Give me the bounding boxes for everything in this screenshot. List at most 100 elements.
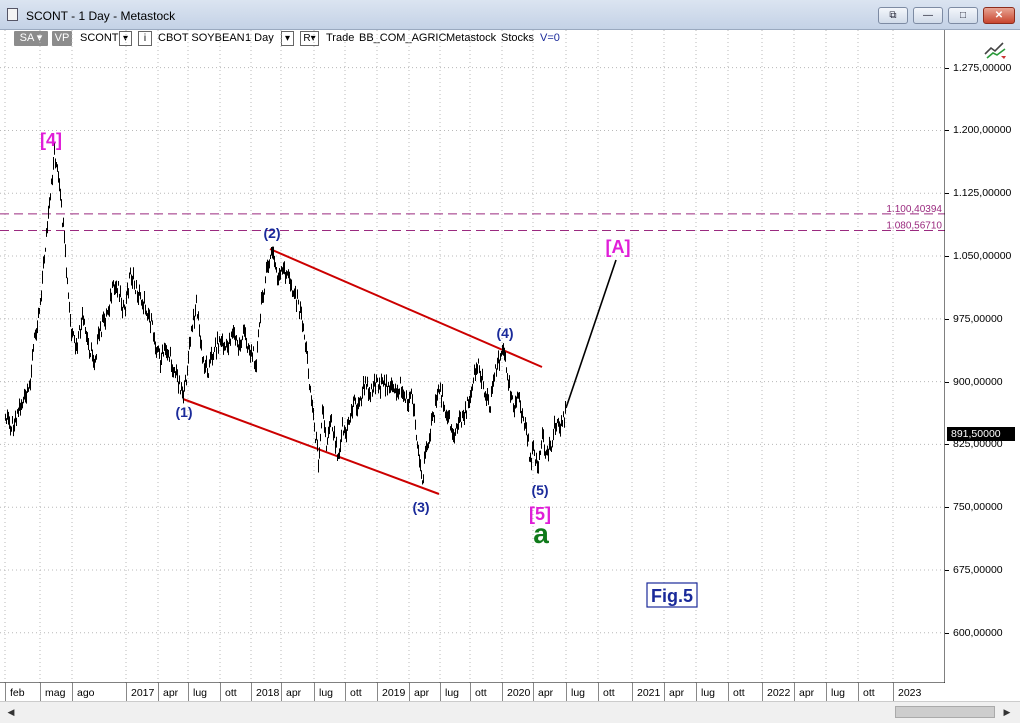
time-tick-label: 2022	[767, 687, 791, 699]
vp-button[interactable]: VP	[52, 31, 72, 46]
price-axis[interactable]: 1.275,00000 1.200,00000 1.125,00000 1.050,0…	[945, 30, 1020, 683]
price-tick-mark	[945, 130, 949, 132]
time-tick-mark	[533, 683, 534, 701]
level-label: 1.080,56710	[886, 220, 942, 231]
time-tick-label: lug	[193, 687, 208, 699]
price-tick-mark	[945, 318, 949, 320]
time-tick-mark	[826, 683, 827, 701]
time-tick-mark	[377, 683, 378, 701]
sa-label: SA	[19, 32, 34, 44]
time-tick-mark	[220, 683, 221, 701]
v-label: V=0	[540, 32, 560, 44]
time-tick-mark	[72, 683, 73, 701]
info-icon[interactable]: i	[138, 31, 152, 46]
time-tick-label: apr	[538, 687, 554, 699]
scroll-thumb[interactable]	[895, 706, 995, 718]
price-tick-mark	[945, 381, 949, 383]
period-label: 1 Day	[245, 32, 274, 44]
time-tick-mark	[598, 683, 599, 701]
time-tick-mark	[794, 683, 795, 701]
time-tick-label: 2018	[256, 687, 280, 699]
time-tick-label: lug	[701, 687, 716, 699]
price-tick-label: 600,00000	[953, 626, 1003, 639]
time-tick-mark	[502, 683, 503, 701]
time-tick-mark	[762, 683, 763, 701]
wave-5-label: (5)	[531, 482, 548, 498]
price-tick-label: 750,00000	[953, 501, 1003, 514]
level-lines: 1.100,40394 1.080,56710	[0, 204, 945, 231]
price-tick-label: 975,00000	[953, 312, 1003, 325]
scroll-left-icon[interactable]: ◀	[7, 707, 15, 717]
time-tick-mark	[440, 683, 441, 701]
close-button[interactable]: ✕	[983, 7, 1015, 24]
price-tick-mark	[945, 507, 949, 509]
wave-3-label: (3)	[412, 499, 429, 515]
level-label: 1.100,40394	[886, 204, 942, 215]
time-tick-label: apr	[286, 687, 302, 699]
time-tick-mark	[632, 683, 633, 701]
wave-A-target-label: [A]	[606, 237, 631, 257]
time-axis[interactable]: feb mag ago 2017 apr lug ott 2018 apr lug ott 2019 a…	[0, 683, 945, 701]
time-tick-mark	[40, 683, 41, 701]
maximize-button[interactable]: □	[948, 7, 978, 24]
time-tick-mark	[858, 683, 859, 701]
scroll-right-icon[interactable]: ▶	[1003, 707, 1011, 717]
wave-5-major-label: [5]	[529, 504, 551, 524]
chart-grid	[0, 30, 945, 683]
time-tick-mark	[409, 683, 410, 701]
time-tick-mark	[566, 683, 567, 701]
time-tick-label: 2020	[507, 687, 531, 699]
price-tick-label: 1.200,00000	[953, 124, 1012, 137]
window-title: SCONT - 1 Day - Metastock	[26, 9, 176, 23]
time-tick-mark	[893, 683, 894, 701]
projection-line	[565, 259, 617, 409]
minimize-button[interactable]: —	[913, 7, 943, 24]
price-tick-label: 825,00000	[953, 438, 1003, 451]
time-tick-mark	[281, 683, 282, 701]
price-tick-label: 1.275,00000	[953, 61, 1012, 74]
time-tick-label: apr	[163, 687, 179, 699]
time-tick-label: apr	[414, 687, 430, 699]
time-tick-label: apr	[799, 687, 815, 699]
title-bar: SCONT - 1 Day - Metastock ⧉ — □ ✕	[0, 0, 1020, 30]
wave-1-label: (1)	[175, 404, 192, 420]
time-tick-label: ott	[475, 687, 487, 699]
time-tick-mark	[126, 683, 127, 701]
wave-a-label: a	[533, 518, 549, 549]
wave-4-label: (4)	[496, 325, 513, 341]
time-tick-label: ott	[733, 687, 745, 699]
chart-tools-icon[interactable]	[983, 40, 1007, 60]
symbol-label: SCONT	[80, 32, 119, 44]
time-tick-mark	[696, 683, 697, 701]
price-tick-label: 900,00000	[953, 375, 1003, 388]
price-tick-label: 1.125,00000	[953, 187, 1012, 200]
r-label: R	[303, 33, 311, 44]
trade-label[interactable]: Trade	[326, 32, 355, 44]
time-tick-mark	[664, 683, 665, 701]
channel-lower-line	[182, 398, 440, 495]
time-tick-label: 2019	[382, 687, 406, 699]
time-tick-label: ott	[863, 687, 875, 699]
horizontal-scrollbar[interactable]: ◀ ▶	[0, 701, 1020, 723]
time-tick-label: lug	[319, 687, 334, 699]
time-tick-mark	[314, 683, 315, 701]
time-tick-mark	[5, 683, 6, 701]
price-tick-label: 1.050,00000	[953, 250, 1012, 263]
channel-lines	[182, 248, 543, 495]
time-tick-label: ago	[77, 687, 95, 699]
time-tick-label: lug	[831, 687, 846, 699]
time-tick-mark	[345, 683, 346, 701]
time-tick-mark	[188, 683, 189, 701]
time-tick-label: apr	[669, 687, 685, 699]
exchange-label: BB_COM_AGRIC	[359, 32, 447, 44]
price-chart[interactable]: 1.100,40394 1.080,56710 [4] (1) (2) (3) (…	[0, 30, 945, 683]
time-tick-label: mag	[45, 687, 66, 699]
price-tick-label: 675,00000	[953, 563, 1003, 576]
time-tick-mark	[728, 683, 729, 701]
fig-label-box	[646, 582, 698, 608]
wave-4-top-label: [4]	[40, 130, 62, 150]
price-tick-mark	[945, 256, 949, 258]
time-tick-mark	[470, 683, 471, 701]
wave-2-label: (2)	[263, 225, 280, 241]
restore-layout-button[interactable]: ⧉	[878, 7, 908, 24]
